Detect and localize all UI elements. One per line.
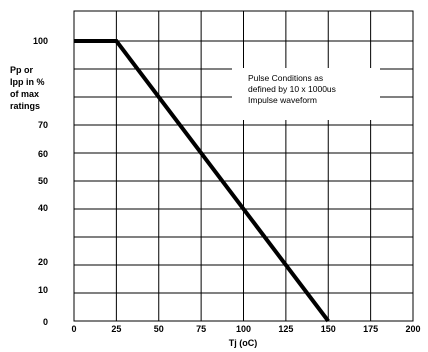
y-axis-label-line-4: ratings [10, 101, 40, 111]
x-tick-label-50: 50 [154, 324, 164, 334]
y-axis-label-line-2: Ipp in % [10, 77, 45, 87]
series-line-0 [74, 39, 330, 323]
y-tick-label-70: 70 [38, 120, 48, 130]
y-axis-label-line-1: Pp or [10, 65, 33, 75]
annotation-box [232, 68, 380, 120]
y-axis-label-line-3: of max [10, 89, 39, 99]
grid-lines [74, 11, 413, 321]
x-tick-labels: 0 25 50 75 100 125 150 175 200 [71, 324, 420, 334]
y-tick-label-0: 0 [43, 317, 48, 327]
x-tick-label-25: 25 [111, 324, 121, 334]
y-tick-label-60: 60 [38, 149, 48, 159]
x-tick-label-0: 0 [71, 324, 76, 334]
y-tick-label-40: 40 [38, 203, 48, 213]
x-tick-label-150: 150 [321, 324, 336, 334]
y-tick-label-100: 100 [33, 36, 48, 46]
x-tick-label-175: 175 [363, 324, 378, 334]
x-tick-label-125: 125 [278, 324, 293, 334]
y-tick-labels: 0 10 20 40 50 60 70 100 [33, 36, 48, 327]
x-tick-label-200: 200 [405, 324, 420, 334]
x-tick-label-100: 100 [236, 324, 251, 334]
annotation-line-3: Impulse waveform [248, 95, 317, 105]
y-tick-label-50: 50 [38, 176, 48, 186]
annotation-line-1: Pulse Conditions as [248, 73, 323, 83]
y-tick-label-10: 10 [38, 285, 48, 295]
x-tick-label-75: 75 [196, 324, 206, 334]
annotation-line-2: defined by 10 x 1000us [248, 84, 336, 94]
x-axis-label: Tj (oC) [229, 338, 258, 348]
series-group [74, 39, 330, 323]
y-tick-label-20: 20 [38, 257, 48, 267]
